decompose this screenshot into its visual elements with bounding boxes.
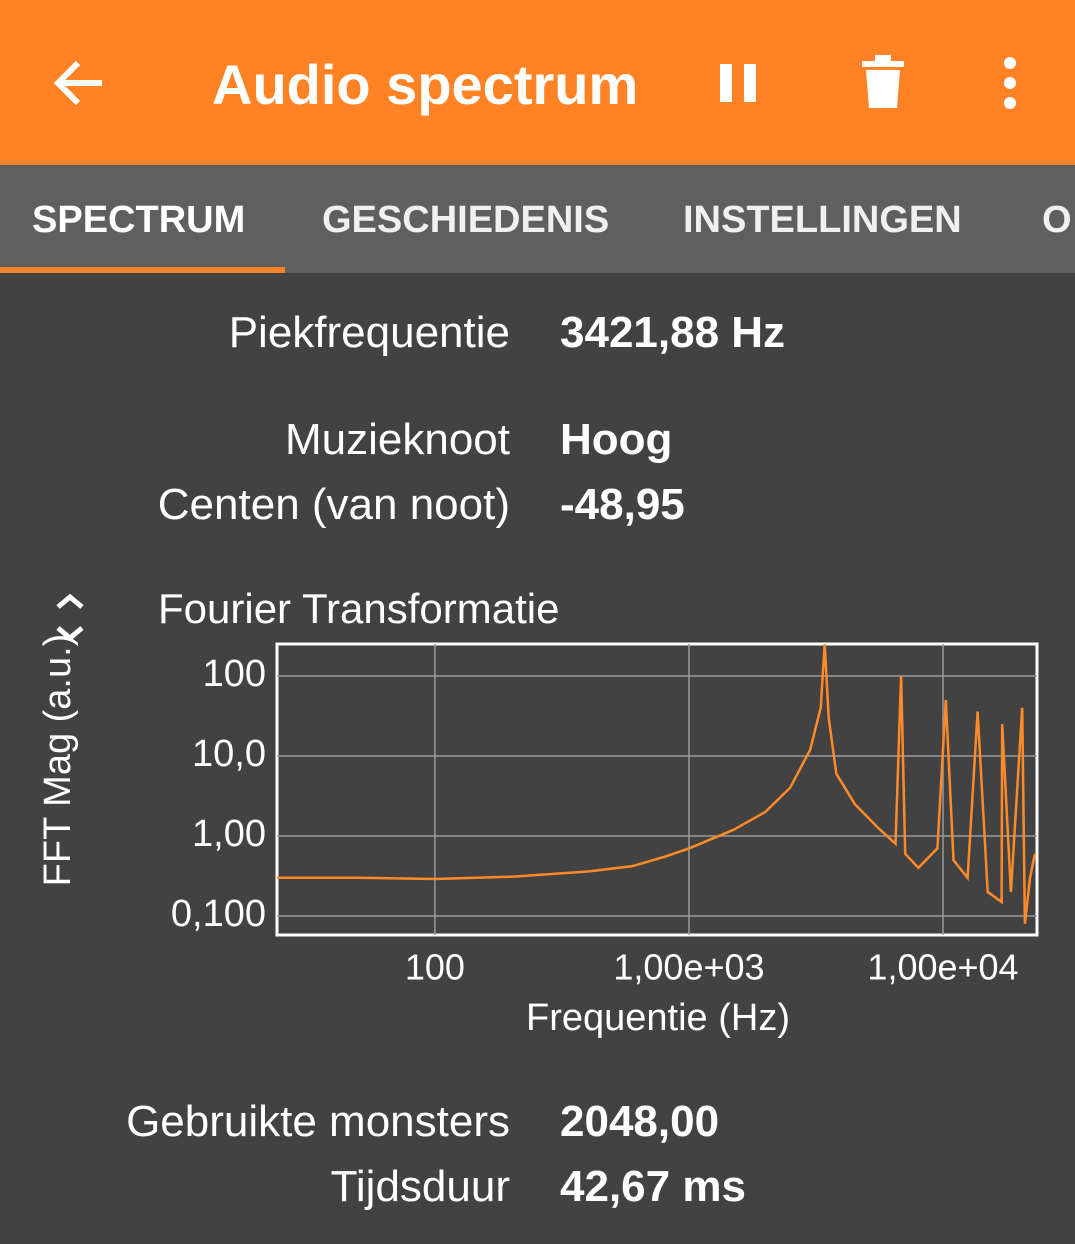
y-tick-label: 10,0 xyxy=(192,733,266,775)
back-button[interactable] xyxy=(50,55,110,111)
spectrum-line xyxy=(277,644,1037,924)
x-tick-label: 1,00e+04 xyxy=(867,947,1018,988)
y-axis-label: FFT Mag (a.u.) xyxy=(37,634,79,887)
y-tick-label: 0,100 xyxy=(171,893,266,935)
y-tick-label: 100 xyxy=(203,653,266,695)
delete-button[interactable] xyxy=(860,55,906,110)
tab-bar: SPECTRUM GESCHIEDENIS INSTELLINGEN O xyxy=(0,165,1075,273)
menu-button[interactable] xyxy=(998,56,1022,110)
readout-value: 2048,00 xyxy=(560,1097,720,1146)
chart-title: Fourier Transformatie xyxy=(158,585,559,632)
y-tick-label: 1,00 xyxy=(192,813,266,855)
readout-value: 3421,88 Hz xyxy=(560,308,786,357)
pause-button[interactable] xyxy=(718,62,760,106)
app-title: Audio spectrum xyxy=(212,53,639,116)
x-tick-label: 1,00e+03 xyxy=(613,947,764,988)
tab-indicator xyxy=(0,267,285,273)
plot-frame xyxy=(275,642,1039,937)
tab[interactable]: GESCHIEDENIS xyxy=(322,199,610,241)
readout-value: Hoog xyxy=(560,415,673,464)
tab[interactable]: SPECTRUM xyxy=(32,199,246,241)
expand-toggle[interactable] xyxy=(56,593,84,642)
readout-label: Tijdsduur xyxy=(330,1162,510,1211)
tab[interactable]: O xyxy=(1042,199,1072,241)
tab[interactable]: INSTELLINGEN xyxy=(683,199,962,241)
readout-label: Centen (van noot) xyxy=(157,480,510,529)
readout-value: -48,95 xyxy=(560,480,685,529)
app-bar: Audio spectrum xyxy=(0,0,1075,165)
readout-value: 42,67 ms xyxy=(560,1162,746,1211)
readout-label: Muzieknoot xyxy=(284,415,510,464)
x-axis-label: Frequentie (Hz) xyxy=(526,997,790,1039)
x-tick-label: 100 xyxy=(405,947,465,988)
readout-label: Gebruikte monsters xyxy=(126,1097,510,1146)
readout-label: Piekfrequentie xyxy=(228,308,510,357)
